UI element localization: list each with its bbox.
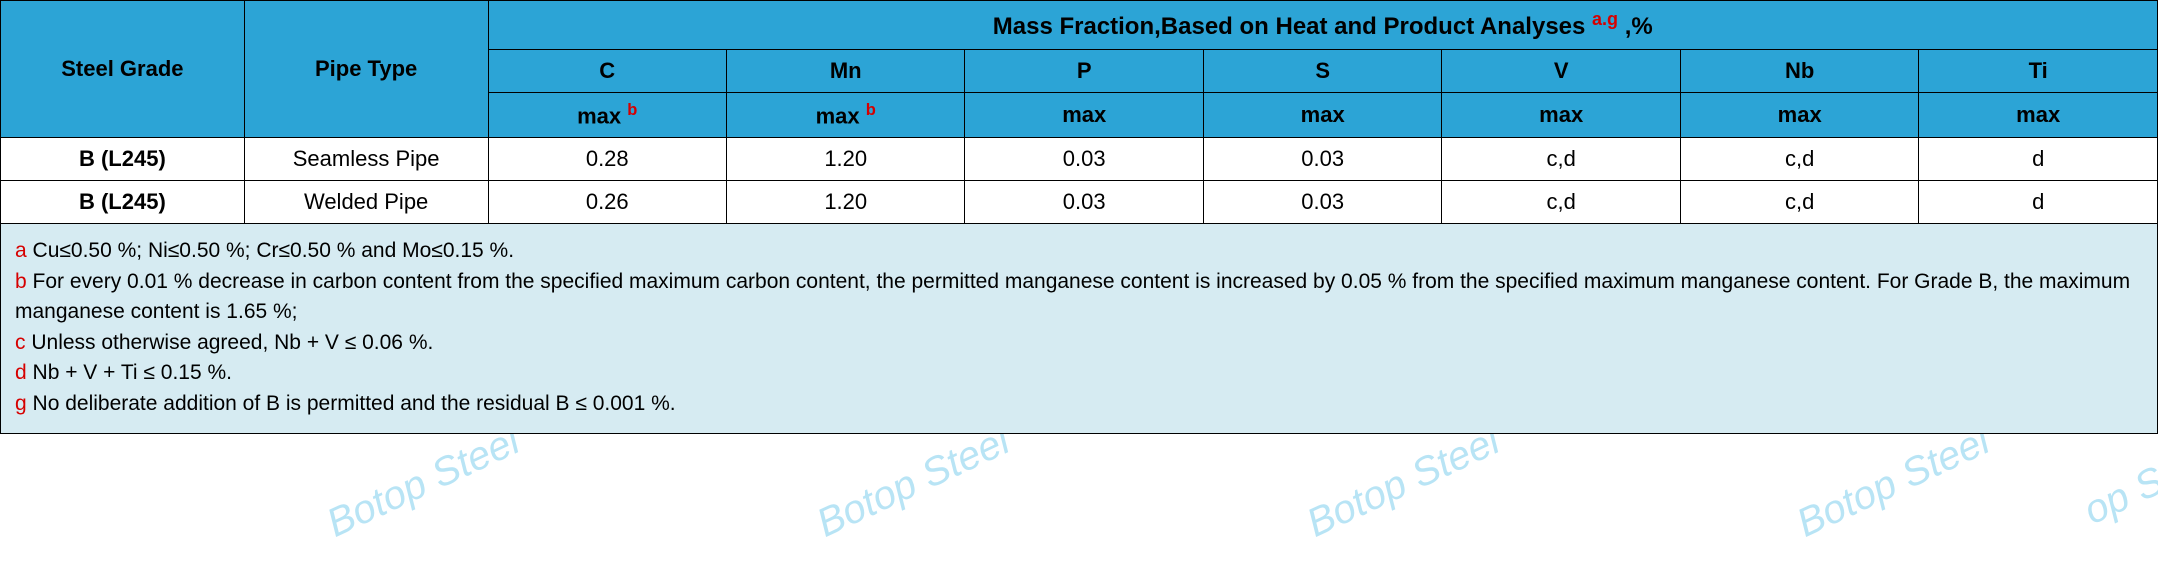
table-row: B (L245) Welded Pipe 0.26 1.20 0.03 0.03… — [1, 181, 2158, 224]
cell-ti: d — [1919, 181, 2158, 224]
cell-mn: 1.20 — [726, 138, 964, 181]
cell-v: c,d — [1442, 138, 1680, 181]
footnote-text: Nb + V + Ti ≤ 0.15 %. — [33, 361, 232, 384]
col-nb: Nb — [1680, 50, 1918, 93]
max-p: max — [965, 93, 1203, 138]
max-label: max — [816, 103, 860, 128]
footnote-c: c Unless otherwise agreed, Nb + V ≤ 0.06… — [15, 328, 2143, 358]
footnote-a: a Cu≤0.50 %; Ni≤0.50 %; Cr≤0.50 % and Mo… — [15, 236, 2143, 266]
max-sup: b — [627, 101, 637, 119]
mass-fraction-suffix: ,% — [1618, 13, 1653, 40]
cell-c: 0.26 — [488, 181, 726, 224]
page-wrap: Steel Botop Steel Botop Steel Botop Stee… — [0, 0, 2158, 564]
footnote-text: For every 0.01 % decrease in carbon cont… — [15, 270, 2130, 323]
cell-nb: c,d — [1680, 181, 1918, 224]
cell-p: 0.03 — [965, 181, 1203, 224]
footnote-d: d Nb + V + Ti ≤ 0.15 %. — [15, 358, 2143, 388]
col-c: C — [488, 50, 726, 93]
footnote-key: a — [15, 239, 27, 262]
mass-fraction-sup: a.g — [1592, 9, 1618, 29]
watermark: op Steel — [2077, 431, 2158, 534]
cell-s: 0.03 — [1203, 138, 1441, 181]
cell-mn: 1.20 — [726, 181, 964, 224]
max-s: max — [1203, 93, 1441, 138]
col-ti: Ti — [1919, 50, 2158, 93]
max-v: max — [1442, 93, 1680, 138]
table-header-row-1: Steel Grade Pipe Type Mass Fraction,Base… — [1, 1, 2158, 50]
col-s: S — [1203, 50, 1441, 93]
footnote-text: No deliberate addition of B is permitted… — [33, 392, 676, 415]
cell-p: 0.03 — [965, 138, 1203, 181]
watermark: Botop Steel — [1790, 418, 1996, 546]
col-mn: Mn — [726, 50, 964, 93]
footnotes-block: a Cu≤0.50 %; Ni≤0.50 %; Cr≤0.50 % and Mo… — [0, 224, 2158, 434]
col-p: P — [965, 50, 1203, 93]
col-mass-fraction: Mass Fraction,Based on Heat and Product … — [488, 1, 2158, 50]
max-label: max — [577, 103, 621, 128]
table-row: B (L245) Seamless Pipe 0.28 1.20 0.03 0.… — [1, 138, 2158, 181]
footnote-key: c — [15, 331, 26, 354]
footnote-key: g — [15, 392, 27, 415]
max-sup: b — [866, 101, 876, 119]
cell-c: 0.28 — [488, 138, 726, 181]
cell-pipe: Seamless Pipe — [244, 138, 488, 181]
watermark: Botop Steel — [1300, 418, 1506, 546]
cell-s: 0.03 — [1203, 181, 1441, 224]
cell-ti: d — [1919, 138, 2158, 181]
watermark: Botop Steel — [320, 418, 526, 546]
footnote-text: Cu≤0.50 %; Ni≤0.50 %; Cr≤0.50 % and Mo≤0… — [33, 239, 515, 262]
col-v: V — [1442, 50, 1680, 93]
footnote-g: g No deliberate addition of B is permitt… — [15, 389, 2143, 419]
cell-v: c,d — [1442, 181, 1680, 224]
max-mn: max b — [726, 93, 964, 138]
max-c: max b — [488, 93, 726, 138]
max-ti: max — [1919, 93, 2158, 138]
footnote-b: b For every 0.01 % decrease in carbon co… — [15, 267, 2143, 328]
cell-grade: B (L245) — [1, 181, 245, 224]
composition-table: Steel Grade Pipe Type Mass Fraction,Base… — [0, 0, 2158, 224]
mass-fraction-label: Mass Fraction,Based on Heat and Product … — [993, 13, 1592, 40]
cell-nb: c,d — [1680, 138, 1918, 181]
watermark: Botop Steel — [810, 418, 1016, 546]
col-pipe-type: Pipe Type — [244, 1, 488, 138]
col-steel-grade: Steel Grade — [1, 1, 245, 138]
footnote-key: b — [15, 270, 27, 293]
footnote-text: Unless otherwise agreed, Nb + V ≤ 0.06 %… — [31, 331, 433, 354]
cell-grade: B (L245) — [1, 138, 245, 181]
cell-pipe: Welded Pipe — [244, 181, 488, 224]
max-nb: max — [1680, 93, 1918, 138]
footnote-key: d — [15, 361, 27, 384]
